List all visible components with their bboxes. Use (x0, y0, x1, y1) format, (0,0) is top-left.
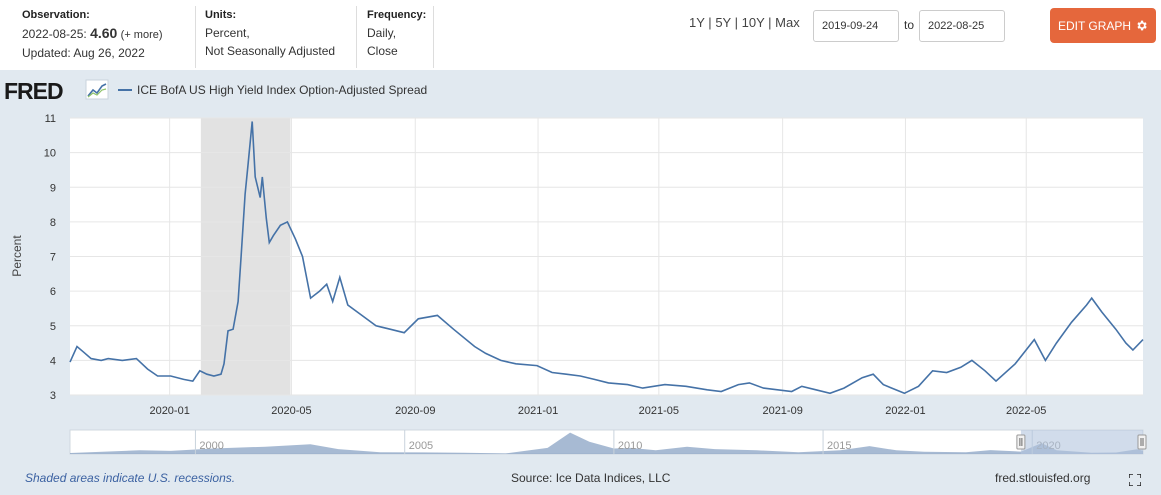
fred-logo[interactable]: FRED (4, 78, 109, 104)
fullscreen-icon[interactable] (1129, 474, 1141, 486)
navigator-year-label: 2005 (409, 440, 433, 452)
range-selector: 1Y | 5Y | 10Y | Max (689, 15, 800, 30)
units-label: Units: (205, 9, 237, 21)
x-tick-label: 2021-05 (639, 405, 679, 417)
units-panel: Units: Percent, Not Seasonally Adjusted (205, 6, 335, 60)
x-tick-label: 2022-05 (1006, 405, 1046, 417)
legend-series-name: ICE BofA US High Yield Index Option-Adju… (137, 83, 427, 97)
units-line2: Not Seasonally Adjusted (205, 44, 336, 58)
observation-value: 4.60 (90, 25, 118, 41)
observation-more-link[interactable]: (+ more) (120, 29, 163, 41)
to-label: to (904, 18, 915, 32)
navigator-selection[interactable] (1020, 430, 1143, 454)
range-separator: | (734, 15, 738, 30)
frequency-panel: Frequency: Daily, Close (367, 6, 426, 60)
observation-label: Observation: (22, 9, 90, 21)
start-date-input[interactable] (813, 10, 899, 42)
navigator-handle-left[interactable] (1016, 434, 1026, 450)
y-tick-label: 7 (50, 252, 56, 264)
y-tick-label: 3 (50, 390, 56, 402)
y-tick-label: 4 (50, 355, 56, 367)
y-tick-label: 8 (50, 217, 56, 229)
x-tick-label: 2021-09 (762, 405, 802, 417)
series-line (69, 121, 1144, 395)
chart-header: Observation: 2022-08-25: 4.60 (+ more) U… (0, 0, 1161, 70)
navigator-year-label: 2010 (618, 440, 642, 452)
y-tick-label: 6 (50, 286, 56, 298)
navigator-series (70, 432, 1143, 454)
y-axis-label: Percent (10, 235, 24, 277)
navigator-year-label: 2000 (199, 440, 223, 452)
divider (195, 6, 196, 68)
units-line1: Percent, (205, 26, 250, 40)
fred-logo-text: FRED (4, 78, 63, 104)
navigator-handle-right[interactable] (1137, 434, 1147, 450)
frequency-line1: Daily, (367, 26, 397, 40)
legend: ICE BofA US High Yield Index Option-Adju… (118, 83, 427, 97)
range-navigator[interactable]: 20002005201020152020 (69, 429, 1147, 455)
y-tick-label: 5 (50, 321, 56, 333)
gear-icon (1137, 20, 1147, 31)
x-tick-label: 2020-09 (395, 405, 435, 417)
edit-graph-button[interactable]: EDIT GRAPH (1050, 8, 1156, 43)
x-axis-ticks: 2020-01 2020-05 2020-09 2021-01 2021-05 2021-… (149, 405, 1046, 417)
x-tick-label: 2020-05 (271, 405, 311, 417)
site-link[interactable]: fred.stlouisfed.org (995, 471, 1091, 485)
handle-grip[interactable] (1016, 434, 1026, 450)
handle-grip[interactable] (1137, 434, 1147, 450)
range-separator: | (708, 15, 712, 30)
edit-graph-label: EDIT GRAPH (1057, 18, 1132, 33)
range-5y-button[interactable]: 5Y (715, 15, 731, 30)
range-1y-button[interactable]: 1Y (689, 15, 705, 30)
frequency-line2: Close (367, 44, 398, 58)
y-axis-ticks: 3 4 5 6 7 8 9 10 11 (44, 113, 56, 402)
recession-note: Shaded areas indicate U.S. recessions. (25, 471, 236, 485)
navigator-year-label: 2015 (827, 440, 851, 452)
y-tick-label: 10 (44, 148, 56, 160)
line-chart-icon (85, 79, 109, 100)
x-tick-label: 2020-01 (149, 405, 189, 417)
range-max-button[interactable]: Max (775, 15, 800, 30)
divider (356, 6, 357, 68)
y-tick-label: 11 (45, 113, 56, 125)
updated-date: Updated: Aug 26, 2022 (22, 46, 145, 60)
x-tick-label: 2021-01 (518, 405, 558, 417)
end-date-input[interactable] (919, 10, 1005, 42)
frequency-label: Frequency: (367, 9, 427, 21)
x-tick-label: 2022-01 (885, 405, 925, 417)
observation-panel: Observation: 2022-08-25: 4.60 (+ more) U… (22, 6, 163, 62)
observation-date: 2022-08-25: (22, 27, 87, 41)
y-tick-label: 9 (50, 182, 56, 194)
range-separator: | (768, 15, 772, 30)
divider (433, 6, 434, 68)
range-10y-button[interactable]: 10Y (741, 15, 765, 30)
source-text: Source: Ice Data Indices, LLC (511, 471, 671, 485)
